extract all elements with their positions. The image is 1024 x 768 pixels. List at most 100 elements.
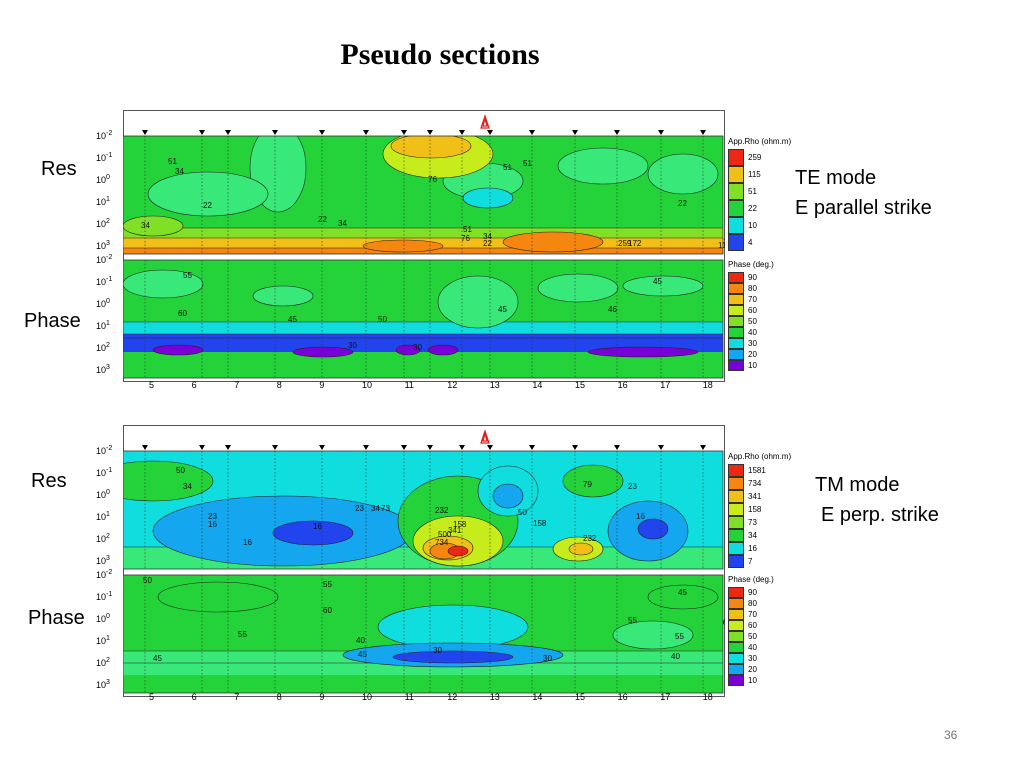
contour-label: 30 xyxy=(543,654,552,663)
station-marker xyxy=(700,445,706,450)
tm-res-ytick: 10-2 xyxy=(96,445,113,456)
contour-label: 34 xyxy=(483,232,492,241)
tm-res-ytick: 103 xyxy=(96,555,110,566)
tm-xtick: 12 xyxy=(447,692,458,702)
tm-rho-colorbar-value: 16 xyxy=(748,543,757,553)
tm-mode-line1: TM mode xyxy=(815,474,900,496)
station-marker xyxy=(199,130,205,135)
profile-anchor-marker xyxy=(480,114,490,129)
tm-xtick: 15 xyxy=(575,692,586,702)
page-number: 36 xyxy=(944,728,958,742)
contour-region xyxy=(622,275,704,297)
contour-label: 76 xyxy=(428,175,437,184)
te-rho-colorbar-value: 51 xyxy=(748,186,757,196)
contour-label: 46 xyxy=(608,305,617,314)
station-marker xyxy=(572,445,578,450)
tm-rho-colorbar-swatch xyxy=(728,490,744,503)
tm-res-ytick: 10-1 xyxy=(96,467,113,478)
tm-phase-colorbar-swatch xyxy=(728,609,744,620)
te-phase-ytick: 10-1 xyxy=(96,276,113,287)
te-xtick: 11 xyxy=(404,380,414,390)
station-marker xyxy=(529,445,535,450)
te-res-label: Res xyxy=(41,158,77,180)
contour-label: 50 xyxy=(143,576,152,585)
tm-rho-colorbar-swatch xyxy=(728,529,744,542)
station-marker xyxy=(487,445,493,450)
te-rho-colorbar-swatch xyxy=(728,217,744,234)
tm-phase-colorbar-value: 30 xyxy=(748,653,757,663)
contour-label: 55 xyxy=(323,580,332,589)
tm-xtick: 13 xyxy=(489,692,500,702)
station-marker xyxy=(363,130,369,135)
contour-label: 22 xyxy=(678,199,687,208)
te-xtick: 5 xyxy=(149,380,155,390)
station-marker xyxy=(658,445,664,450)
contour-label: 34 xyxy=(141,221,150,230)
tm-xtick: 17 xyxy=(660,692,671,702)
tm-res-ytick: 100 xyxy=(96,489,110,500)
tm-mode-title: TM mode E perp. strike xyxy=(815,470,939,530)
tm-phase-colorbar-swatch xyxy=(728,620,744,631)
slide-title: Pseudo sections xyxy=(340,38,540,71)
tm-phase-colorbar-swatch xyxy=(728,631,744,642)
section-panel xyxy=(123,451,723,569)
contour-label: 22 xyxy=(203,201,212,210)
tm-xtick: 7 xyxy=(234,692,240,702)
te-rho-colorbar-swatch xyxy=(728,149,744,166)
contour-label: 51 xyxy=(168,157,177,166)
station-marker xyxy=(199,445,205,450)
station-marker xyxy=(401,445,407,450)
panel-border xyxy=(123,450,724,570)
tm-xtick: 6 xyxy=(191,692,197,702)
contour-label: 259 xyxy=(618,239,632,248)
contour-region xyxy=(612,620,694,650)
tm-phase-ytick: 10-1 xyxy=(96,591,113,602)
contour-label: 16 xyxy=(313,522,322,531)
contour-region xyxy=(437,275,519,329)
tm-phase-colorbar-value: 50 xyxy=(748,631,757,641)
panel-border xyxy=(123,259,724,379)
tm-phase-colorbar-swatch xyxy=(728,664,744,675)
contour-label: 23 xyxy=(355,504,364,513)
te-rho-colorbar-value: 10 xyxy=(748,220,757,230)
contour-label: 50 xyxy=(518,508,527,517)
tm-xtick: 10 xyxy=(362,692,373,702)
tm-rho-colorbar-value: 34 xyxy=(748,530,757,540)
tm-res-label: Res xyxy=(31,470,67,492)
contour-region xyxy=(447,545,469,557)
te-phase-colorbar-swatch xyxy=(728,316,744,327)
contour-label: 55 xyxy=(675,632,684,641)
te-xtick: 16 xyxy=(617,380,628,390)
contour-region xyxy=(362,239,444,253)
te-phase-colorbar-swatch xyxy=(728,349,744,360)
tm-xtick: 11 xyxy=(404,692,414,702)
tm-xtick: 18 xyxy=(702,692,713,702)
tm-phase-label: Phase xyxy=(28,607,85,629)
panel-border xyxy=(123,574,724,694)
profile-anchor-marker xyxy=(480,429,490,444)
tm-phase-colorbar-value: 40 xyxy=(748,642,757,652)
contour-label: 22 xyxy=(318,215,327,224)
contour-label: 45 xyxy=(678,588,687,597)
contour-label: 51 xyxy=(523,159,532,168)
te-phase-colorbar-title: Phase (deg.) xyxy=(728,260,774,269)
tm-rho-colorbar-value: 341 xyxy=(748,491,762,501)
depth-band xyxy=(123,322,723,334)
te-mode-title: TE mode E parallel strike xyxy=(795,163,932,223)
te-mode-line2: E parallel strike xyxy=(795,197,932,219)
contour-label: 55 xyxy=(628,616,637,625)
tm-rho-colorbar-value: 734 xyxy=(748,478,762,488)
tm-phase-colorbar-swatch xyxy=(728,598,744,609)
contour-label: 232 xyxy=(583,534,597,543)
contour-label: 30 xyxy=(433,646,442,655)
te-rho-colorbar-value: 22 xyxy=(748,203,757,213)
contour-region xyxy=(492,483,524,509)
te-pseudo-section: 5134765151222234345176342211517211525917… xyxy=(123,114,725,379)
tm-rho-colorbar-swatch xyxy=(728,555,744,568)
depth-band xyxy=(123,228,723,238)
contour-label: 16 xyxy=(636,512,645,521)
tm-phase-colorbar-swatch xyxy=(728,642,744,653)
tm-phase-colorbar-swatch xyxy=(728,653,744,664)
tm-res-ytick: 101 xyxy=(96,511,110,522)
te-rho-colorbar-title: App.Rho (ohm.m) xyxy=(728,137,792,146)
